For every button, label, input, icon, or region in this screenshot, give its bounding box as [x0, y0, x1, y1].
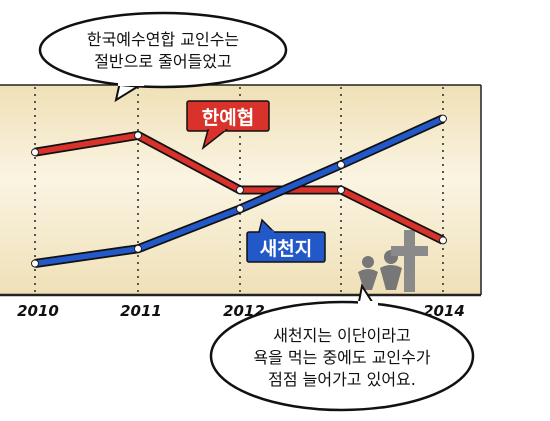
data-point [236, 204, 244, 213]
x-tick-label: 2014 [423, 302, 465, 320]
series-layer [31, 114, 447, 268]
data-point [439, 236, 447, 245]
svg-text:절반으로 줄어들었고: 절반으로 줄어들었고 [94, 52, 232, 71]
speech-bottom-line-2: 욕을 먹는 중에도 교인수가 [253, 348, 430, 367]
speech-bubble-bottom: 새천지는 이단이라고 욕을 먹는 중에도 교인수가 점점 늘어가고 있어요. [209, 283, 475, 412]
series-tag-blue-label: 새천지 [260, 238, 312, 260]
series-tag-red-label: 한예협 [202, 107, 254, 129]
data-point [337, 186, 345, 194]
data-point [236, 186, 244, 194]
svg-text:욕을 먹는 중에도 교인수가: 욕을 먹는 중에도 교인수가 [253, 348, 430, 367]
data-point [31, 259, 39, 268]
series-tag-red: 한예협 [186, 100, 270, 150]
svg-text:새천지는 이단이라고: 새천지는 이단이라고 [273, 326, 411, 345]
speech-bottom-line-1: 새천지는 이단이라고 [273, 326, 411, 345]
x-tick-label: 2010 [17, 302, 59, 320]
speech-bottom-line-3: 점점 늘어가고 있어요. [268, 370, 416, 389]
speech-top-line-1: 한국예수연합 교인수는 [87, 30, 239, 49]
data-point [337, 160, 345, 169]
speech-top-line-2: 절반으로 줄어들었고 [94, 52, 232, 71]
svg-text:점점 늘어가고 있어요.: 점점 늘어가고 있어요. [268, 370, 416, 389]
data-point [31, 148, 39, 157]
series-tag-blue: 새천지 [246, 218, 326, 263]
data-point [134, 131, 142, 140]
speech-bubble-top: 한국예수연합 교인수는 절반으로 줄어들었고 [38, 11, 288, 103]
svg-text:한국예수연합 교인수는: 한국예수연합 교인수는 [87, 30, 239, 49]
cross-icon [391, 230, 428, 292]
data-point [439, 114, 447, 123]
data-point [134, 244, 142, 253]
x-tick-label: 2011 [120, 302, 162, 320]
